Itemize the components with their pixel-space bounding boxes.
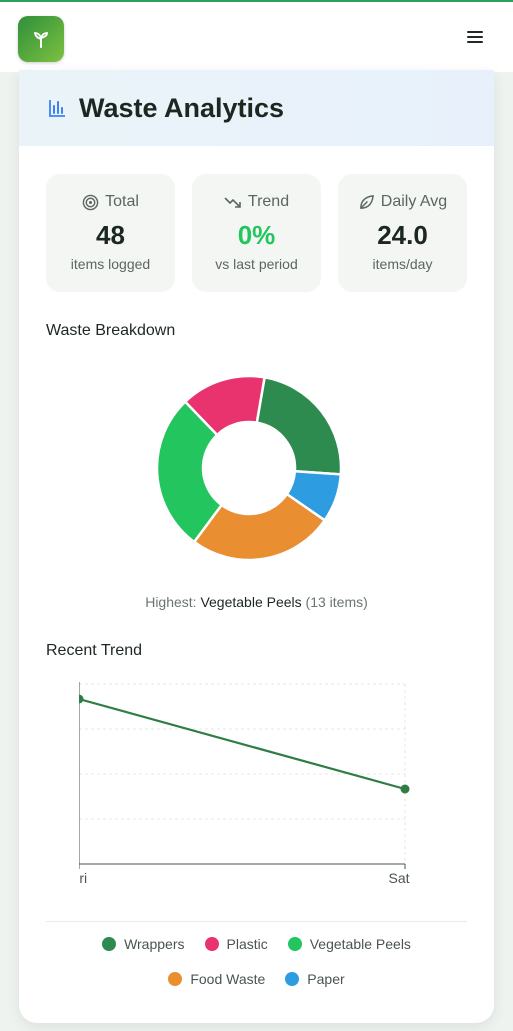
- legend-swatch: [287, 937, 302, 951]
- legend-swatch: [204, 937, 219, 951]
- trend-title: Recent Trend: [46, 642, 143, 659]
- legend-item-wrappers[interactable]: Wrappers: [102, 936, 185, 952]
- stat-value: 48: [96, 220, 125, 250]
- card-header: Waste Analytics: [19, 70, 494, 146]
- stat-value: 24.0: [377, 220, 428, 250]
- legend-item-paper[interactable]: Paper: [285, 971, 345, 987]
- card-title: Waste Analytics: [79, 92, 285, 123]
- stat-sub: vs last period: [215, 256, 298, 272]
- chart-legend: Wrappers Plastic Vegetable Peels Food Waste…: [46, 936, 467, 987]
- top-bar: [0, 0, 513, 72]
- donut-slice-food-waste[interactable]: [192, 492, 327, 562]
- target-icon: [82, 194, 99, 210]
- x-tick-label: Sat: [388, 870, 409, 886]
- stat-trend: Trend 0% vs last period: [192, 174, 321, 292]
- legend-label: Food Waste: [190, 971, 266, 987]
- stat-daily-avg: Daily Avg 24.0 items/day: [338, 174, 467, 292]
- leaf-icon: [359, 194, 374, 209]
- trend-point[interactable]: [79, 694, 84, 704]
- stat-value: 0%: [237, 220, 276, 250]
- stat-sub: items logged: [70, 256, 151, 272]
- hamburger-icon[interactable]: [467, 29, 483, 45]
- donut-slice-vegetable-peels[interactable]: [155, 399, 224, 544]
- legend-swatch: [102, 937, 117, 951]
- legend-label: Vegetable Peels: [309, 936, 411, 952]
- legend-label: Wrappers: [124, 936, 185, 952]
- legend-label: Plastic: [226, 936, 268, 952]
- breakdown-title: Waste Breakdown: [46, 322, 176, 339]
- trend-point[interactable]: [400, 784, 410, 794]
- donut-slice-wrappers[interactable]: [255, 375, 343, 476]
- x-tick-label: Fri: [79, 870, 87, 886]
- legend-item-food-waste[interactable]: Food Waste: [168, 971, 265, 987]
- trend-line: [79, 697, 406, 791]
- highest-summary: Highest: Vegetable Peels (13 items): [19, 594, 494, 610]
- stat-label: Trend: [247, 193, 290, 210]
- waste-analytics-card: Waste Analytics Total 48 items logged: [19, 70, 494, 1023]
- recent-trend-line-chart: 09182736FriSat: [79, 682, 410, 886]
- app-logo[interactable]: [18, 16, 64, 62]
- stat-label: Total: [105, 193, 139, 210]
- legend-label: Paper: [307, 971, 345, 987]
- highest-prefix: Highest:: [145, 594, 197, 610]
- stat-label: Daily Avg: [380, 193, 448, 210]
- stats-row: Total 48 items logged Trend 0% vs last p…: [46, 174, 467, 292]
- highest-suffix: (13 items): [305, 594, 368, 610]
- legend-item-plastic[interactable]: Plastic: [204, 936, 268, 952]
- legend-swatch: [168, 972, 183, 986]
- sprout-icon: [34, 32, 48, 48]
- divider: [46, 921, 467, 922]
- highest-name: Vegetable Peels: [200, 594, 302, 610]
- legend-item-vegetable-peels[interactable]: Vegetable Peels: [287, 936, 411, 952]
- bar-chart-icon: [49, 100, 65, 117]
- stat-sub: items/day: [372, 256, 433, 272]
- stat-total: Total 48 items logged: [46, 174, 175, 292]
- waste-breakdown-donut-chart: [155, 374, 343, 562]
- trend-down-icon: [224, 197, 241, 208]
- legend-swatch: [285, 972, 300, 986]
- donut-slice-plastic[interactable]: [183, 374, 267, 437]
